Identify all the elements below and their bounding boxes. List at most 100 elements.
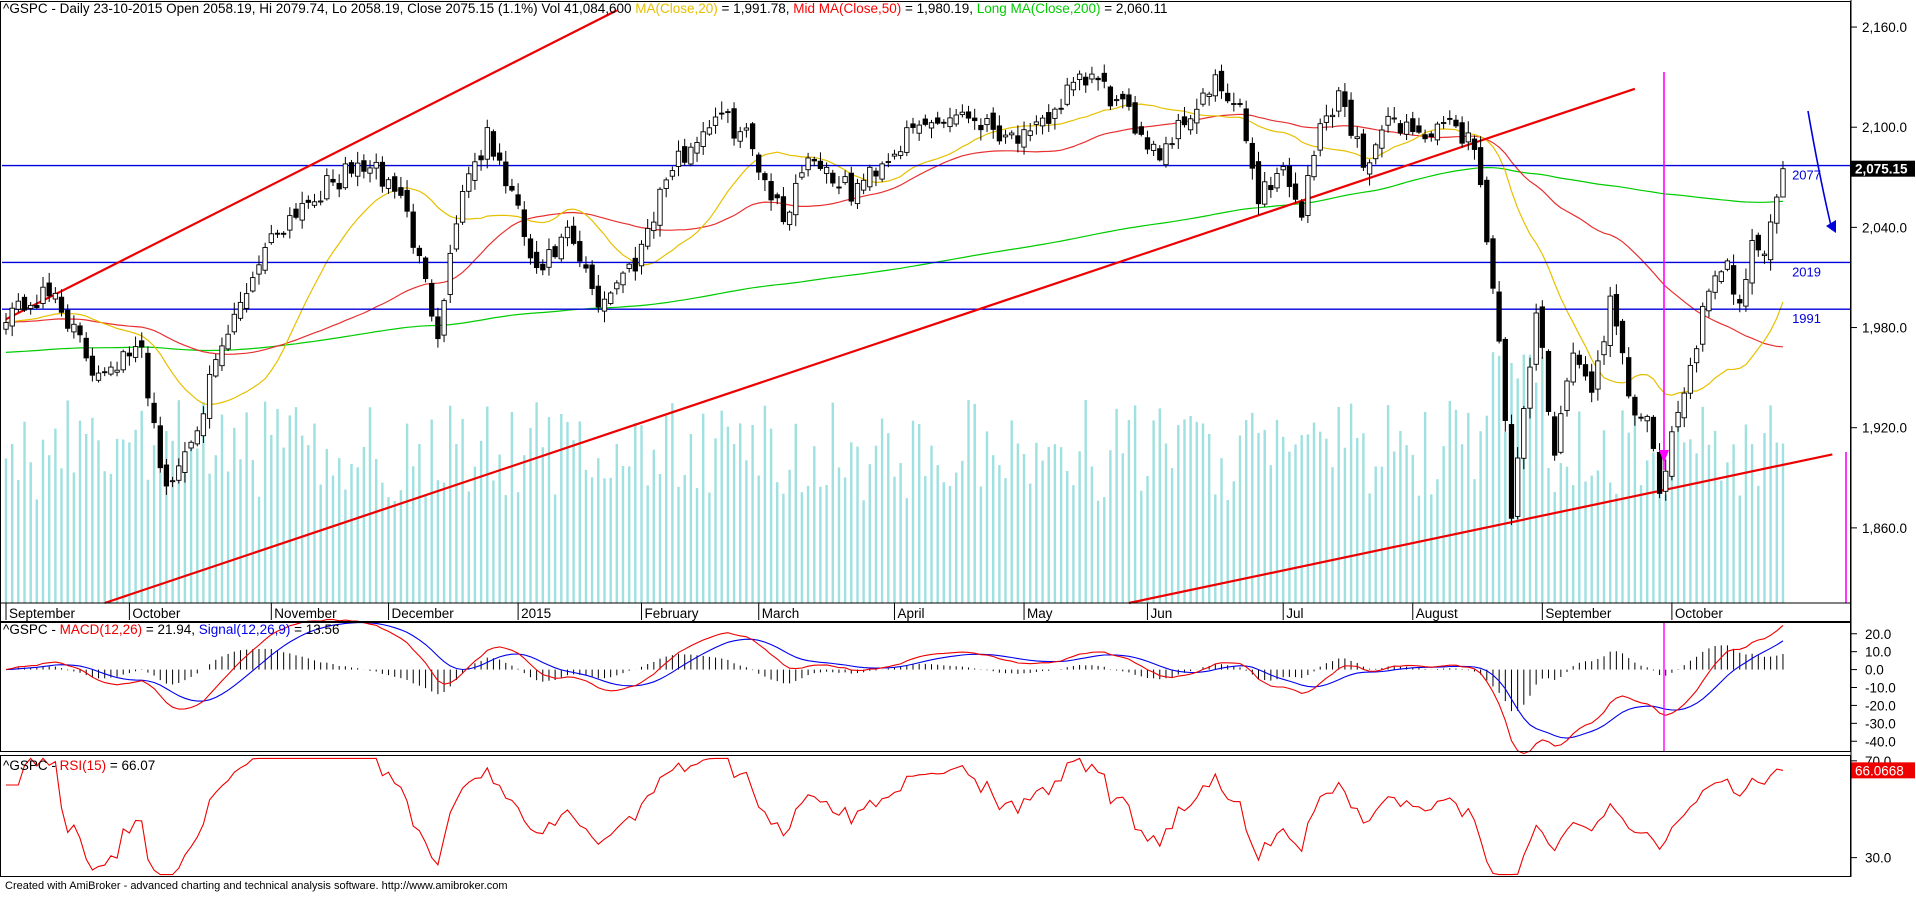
volume-bar — [152, 445, 156, 603]
candle-body — [651, 221, 657, 232]
candle-body — [1527, 366, 1533, 409]
volume-bar — [29, 462, 32, 603]
candle-body — [1064, 84, 1070, 105]
volume-bar — [1016, 443, 1020, 603]
volume-bar — [1658, 469, 1661, 603]
volume-bar — [504, 495, 507, 603]
candle-body — [1107, 86, 1114, 107]
candle-body — [540, 263, 546, 271]
candle-body — [318, 200, 324, 203]
candle-body — [1157, 148, 1163, 161]
volume-bar — [1164, 443, 1168, 603]
volume-bar — [1602, 430, 1606, 603]
candle-body — [21, 296, 28, 311]
candle-body — [947, 117, 953, 128]
volume-bar — [547, 417, 551, 603]
candle-body — [355, 162, 361, 177]
trendline — [104, 87, 1636, 605]
date-label: November — [274, 606, 337, 621]
candle-body — [774, 194, 780, 199]
candle-body — [324, 175, 330, 200]
volume-bar — [1386, 405, 1390, 603]
volume-bar — [1306, 434, 1310, 603]
candle-body — [533, 251, 540, 269]
volume-bar — [843, 477, 847, 603]
candle-body — [935, 117, 941, 124]
volume-bar — [1664, 494, 1667, 603]
volume-bar — [48, 455, 51, 603]
candle-body — [169, 480, 176, 483]
volume-bar — [1430, 494, 1433, 603]
volume-bar — [1757, 485, 1760, 603]
candle-body — [601, 298, 608, 312]
volume-bar — [171, 440, 174, 603]
candle-body — [663, 179, 669, 189]
volume-bar — [825, 485, 828, 603]
candle-body — [1539, 306, 1545, 348]
volume-bar — [930, 445, 933, 603]
volume-bar — [745, 460, 748, 603]
candle-body — [799, 172, 805, 178]
volume-bar — [1572, 485, 1575, 603]
candle-body — [749, 123, 756, 150]
candle-body — [1268, 185, 1274, 191]
candle-body — [151, 402, 157, 424]
last-price-label: 2,075.15 — [1855, 162, 1908, 177]
candle-body — [632, 257, 638, 272]
candle-body — [34, 305, 40, 308]
candle-body — [830, 172, 836, 184]
volume-bar — [689, 434, 693, 603]
candle-body — [626, 263, 632, 269]
volume-bar — [177, 400, 180, 603]
volume-bar — [1158, 408, 1161, 603]
volume-bar — [1022, 454, 1026, 603]
candle-body — [996, 125, 1003, 142]
volume-bar — [1695, 453, 1698, 603]
candle-body — [348, 162, 355, 174]
volume-bar — [880, 418, 884, 603]
candle-body — [1459, 122, 1465, 144]
volume-bar — [763, 405, 767, 603]
volume-bar — [850, 442, 853, 603]
volume-bar — [628, 466, 631, 603]
volume-bar — [78, 420, 82, 603]
volume-bar — [1245, 420, 1248, 603]
macd-header: ^GSPC - MACD(12,26) = 21.94, Signal(12,2… — [3, 622, 340, 637]
candle-body — [182, 451, 188, 473]
candle-body — [570, 225, 577, 244]
candle-body — [1687, 364, 1694, 394]
volume-bar — [239, 459, 242, 603]
volume-bar — [868, 464, 871, 603]
candle-body — [1231, 103, 1237, 105]
volume-bar — [35, 499, 38, 603]
candle-body — [1218, 70, 1225, 92]
volume-bar — [301, 435, 304, 603]
candle-body — [490, 131, 497, 157]
rsi-axis: 70.030.066.0668 — [1851, 754, 1915, 866]
candle-body — [1403, 121, 1410, 135]
volume-bar — [1140, 490, 1143, 603]
volume-bar — [905, 498, 908, 603]
candle-body — [638, 243, 645, 267]
last-price-box — [1851, 160, 1915, 177]
volume-bar — [998, 465, 1001, 603]
candle-body — [1329, 114, 1336, 118]
candle-body — [1422, 134, 1428, 140]
candle-body — [1582, 364, 1589, 377]
volume-bar — [1707, 444, 1711, 603]
candle-body — [941, 121, 947, 124]
volume-bar — [603, 478, 606, 603]
volume-bar — [1732, 444, 1735, 603]
candle-body — [1262, 181, 1268, 205]
volume-bar — [251, 460, 254, 603]
volume-bar — [671, 403, 674, 603]
candle-body — [1046, 112, 1052, 124]
candle-body — [731, 108, 737, 139]
candle-body — [910, 123, 916, 128]
date-label: December — [392, 606, 455, 621]
volume-bar — [467, 491, 470, 603]
price-header: ^GSPC - Daily 23-10-2015 Open 2058.19, H… — [3, 1, 1167, 16]
candle-body — [1490, 238, 1496, 289]
candle-body — [959, 111, 965, 116]
volume-bar — [1214, 494, 1217, 603]
